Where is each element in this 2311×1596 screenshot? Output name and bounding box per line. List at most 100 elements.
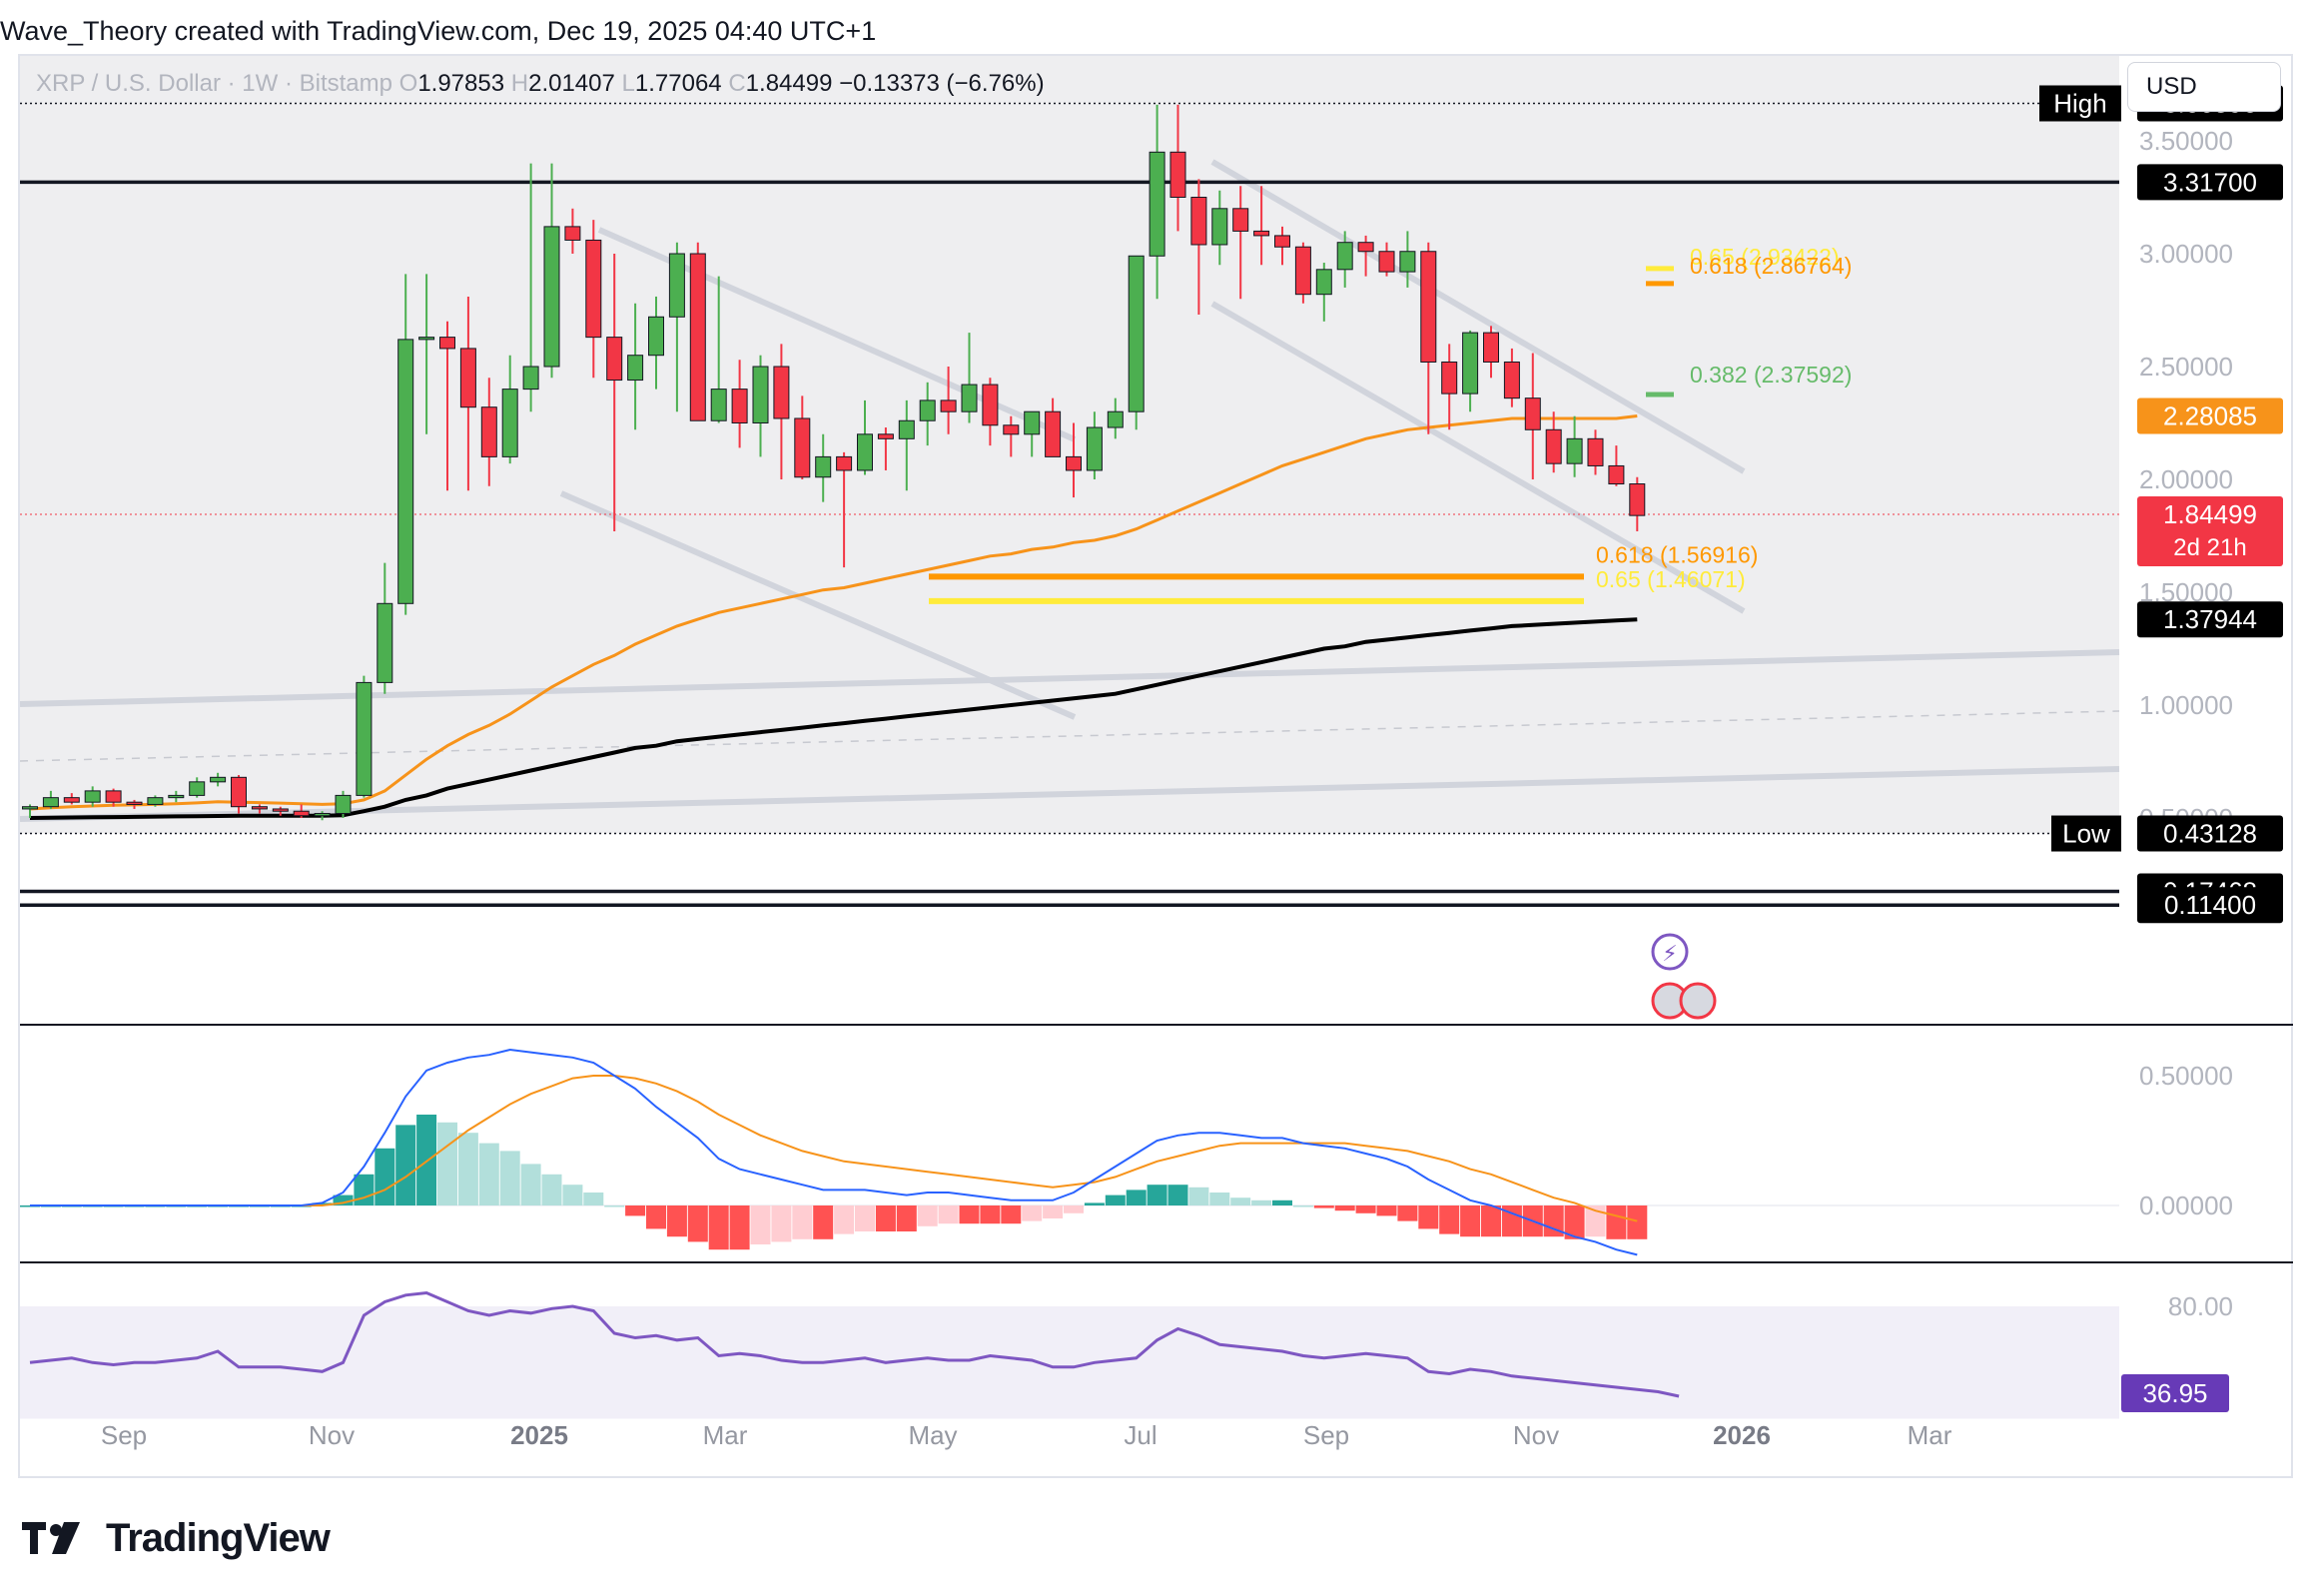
candle-body[interactable] [919, 399, 936, 421]
candle-body[interactable] [961, 384, 978, 412]
macd-histogram-bar [604, 1205, 625, 1207]
candle-body[interactable] [1149, 151, 1165, 257]
candle-body[interactable] [501, 389, 518, 457]
candle-body[interactable] [1524, 398, 1541, 430]
candle-body[interactable] [940, 399, 957, 412]
candle-body[interactable] [1211, 208, 1228, 246]
candle-body[interactable] [1587, 437, 1604, 466]
ema50-price-tag-bg [2137, 398, 2283, 434]
candle-body[interactable] [1107, 410, 1124, 428]
candle-body[interactable] [857, 433, 873, 471]
candle-body[interactable] [606, 337, 623, 382]
candle-body[interactable] [836, 455, 853, 471]
candle-body[interactable] [231, 776, 247, 808]
candle-body[interactable] [898, 419, 915, 439]
support-2-price-tag-bg [2137, 887, 2283, 924]
event-flash-icon[interactable] [1651, 933, 1689, 971]
macd-histogram-bar [1022, 1205, 1043, 1221]
currency-button[interactable]: USD [2127, 62, 2281, 112]
macd-histogram-bar [1084, 1202, 1105, 1205]
candle-body[interactable] [480, 406, 497, 457]
rsi-axis-tick: 80.00 [2168, 1291, 2233, 1321]
candle-body[interactable] [1003, 424, 1020, 435]
candle-body[interactable] [63, 797, 80, 803]
candle-body[interactable] [1336, 242, 1353, 271]
candle-body[interactable] [251, 806, 268, 810]
candle-body[interactable] [22, 806, 38, 810]
candle-body[interactable] [377, 602, 393, 683]
candle-body[interactable] [1169, 151, 1186, 199]
candle-body[interactable] [668, 253, 685, 318]
candle-body[interactable] [1545, 428, 1562, 464]
candle-body[interactable] [1190, 197, 1207, 246]
candle-body[interactable] [585, 239, 602, 339]
candle-body[interactable] [648, 316, 664, 357]
candle-body[interactable] [1608, 464, 1625, 485]
candle-body[interactable] [1378, 251, 1395, 273]
candle-body[interactable] [1629, 483, 1646, 516]
candle-body[interactable] [356, 681, 373, 796]
candle-body[interactable] [1045, 410, 1062, 457]
candle-body[interactable] [1357, 242, 1374, 253]
candle-body[interactable] [168, 794, 185, 799]
candle-body[interactable] [189, 781, 206, 796]
candle-body[interactable] [710, 389, 727, 421]
open-value: 1.97853 [417, 70, 505, 97]
candle-body[interactable] [210, 776, 227, 783]
event-flag-icon[interactable] [1679, 982, 1717, 1020]
candle-body[interactable] [459, 348, 476, 408]
candle-body[interactable] [418, 337, 435, 341]
candle-body[interactable] [773, 366, 790, 419]
macd-axis-tick: 0.00000 [2139, 1191, 2233, 1220]
candle-body[interactable] [1024, 410, 1041, 435]
candle-body[interactable] [1462, 332, 1479, 395]
chart-frame[interactable] [18, 54, 2293, 1478]
candle-body[interactable] [439, 337, 455, 350]
macd-histogram-bar [1334, 1205, 1355, 1211]
candle-body[interactable] [1483, 332, 1499, 363]
candle-body[interactable] [1503, 361, 1520, 399]
candle-body[interactable] [877, 433, 894, 439]
candle-body[interactable] [543, 226, 560, 368]
candle-body[interactable] [147, 797, 164, 805]
candle-body[interactable] [1566, 437, 1583, 464]
candle-body[interactable] [1232, 208, 1249, 232]
candle-body[interactable] [627, 355, 644, 382]
candle-body[interactable] [1086, 426, 1103, 471]
candle-body[interactable] [982, 384, 999, 426]
candle-body[interactable] [1441, 361, 1458, 395]
candle-body[interactable] [1274, 235, 1290, 248]
candle-body[interactable] [1420, 251, 1437, 363]
candle-body[interactable] [1253, 230, 1270, 237]
macd-histogram-bar [1126, 1190, 1147, 1205]
candle-body[interactable] [105, 790, 122, 803]
candle-body[interactable] [1294, 246, 1311, 296]
macd-histogram-bar [1043, 1205, 1064, 1218]
candle-body[interactable] [731, 389, 748, 424]
symbol-label[interactable]: XRP / U.S. Dollar · 1W · Bitstamp [36, 70, 392, 97]
candle-body[interactable] [522, 366, 539, 391]
tradingview-footer[interactable]: TradingView [22, 1508, 331, 1568]
candle-body[interactable] [397, 339, 414, 604]
candle-body[interactable] [335, 794, 352, 814]
candle-body[interactable] [1066, 455, 1082, 471]
candle-body[interactable] [689, 253, 706, 421]
candle-body[interactable] [752, 366, 769, 423]
candle-body[interactable] [314, 812, 331, 817]
candle-body[interactable] [564, 226, 581, 241]
price-axis-tick: 2.00000 [2139, 464, 2233, 494]
candle-body[interactable] [1399, 251, 1416, 273]
candle-body[interactable] [84, 790, 101, 803]
candle-body[interactable] [1315, 269, 1332, 296]
candle-body[interactable] [126, 801, 143, 805]
candle-body[interactable] [42, 797, 59, 808]
macd-histogram-bar [1564, 1205, 1585, 1239]
candle-body[interactable] [1128, 255, 1145, 412]
macd-histogram-bar [980, 1205, 1001, 1224]
candle-body[interactable] [272, 808, 289, 812]
macd-histogram-bar [354, 1174, 375, 1205]
candle-body[interactable] [794, 417, 811, 478]
candle-body[interactable] [293, 810, 310, 817]
candle-body[interactable] [815, 455, 832, 478]
